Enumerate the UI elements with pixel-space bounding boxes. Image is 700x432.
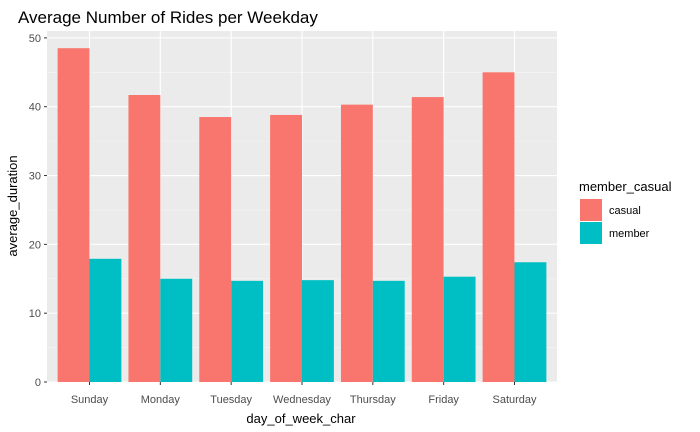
bar-casual-friday [411,97,444,382]
y-tick-label: 30 [29,171,41,183]
legend-label-casual: casual [609,205,641,217]
bar-casual-sunday [57,48,90,383]
bar-member-monday [160,278,193,382]
x-tick-label: Thursday [350,394,396,406]
bar-member-saturday [514,262,547,382]
x-tick-label: Tuesday [210,394,252,406]
bar-casual-thursday [340,104,373,382]
plot-panel [47,31,557,383]
x-axis: Sunday Monday Tuesday Wednesday Thursday Frid… [71,382,537,406]
legend: member_casual casual member [579,179,672,244]
bar-member-wednesday [302,280,334,382]
x-tick-label: Friday [428,394,459,406]
bar-casual-monday [128,95,161,382]
legend-key-member [580,222,602,244]
y-tick-label: 50 [29,33,41,45]
y-tick-label: 10 [29,308,41,320]
bar-member-sunday [89,258,122,382]
legend-key-casual [580,199,602,221]
bar-casual-tuesday [199,117,232,382]
bar-member-tuesday [231,280,264,382]
bar-member-thursday [372,280,405,382]
legend-label-member: member [609,228,650,240]
chart-title: Average Number of Rides per Weekday [18,8,318,27]
y-tick-label: 0 [35,377,41,389]
x-tick-label: Wednesday [273,394,331,406]
bar-casual-saturday [482,72,515,382]
y-tick-label: 40 [29,102,41,114]
y-axis: 0 10 20 30 40 50 [29,33,47,389]
x-axis-title: day_of_week_char [246,411,356,426]
x-tick-label: Saturday [492,394,537,406]
legend-title: member_casual [579,179,672,194]
bar-casual-wednesday [270,114,302,382]
bar-member-friday [443,276,476,382]
x-tick-label: Monday [141,394,181,406]
y-tick-label: 20 [29,239,41,251]
y-axis-title: average_duration [5,155,20,256]
x-tick-label: Sunday [71,394,109,406]
